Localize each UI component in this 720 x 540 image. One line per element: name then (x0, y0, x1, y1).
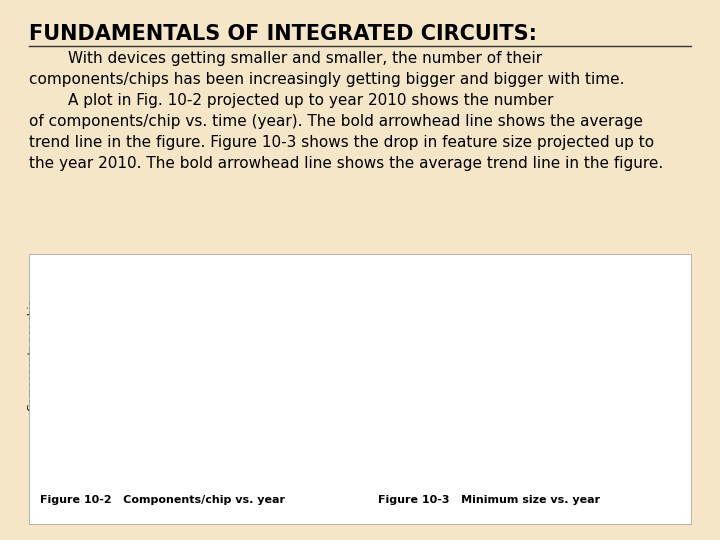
Y-axis label: Components per chip: Components per chip (28, 299, 38, 411)
Y-axis label: Minimum feature size (μm): Minimum feature size (μm) (363, 285, 373, 426)
X-axis label: Year: Year (188, 471, 212, 481)
Text: FUNDAMENTALS OF INTEGRATED CIRCUITS:: FUNDAMENTALS OF INTEGRATED CIRCUITS: (29, 24, 537, 44)
Text: With devices getting smaller and smaller, the number of their
components/chips h: With devices getting smaller and smaller… (29, 51, 663, 171)
Text: Figure 10-2   Components/chip vs. year: Figure 10-2 Components/chip vs. year (40, 495, 284, 505)
X-axis label: Year: Year (523, 471, 546, 481)
Text: Figure 10-3   Minimum size vs. year: Figure 10-3 Minimum size vs. year (378, 495, 600, 505)
